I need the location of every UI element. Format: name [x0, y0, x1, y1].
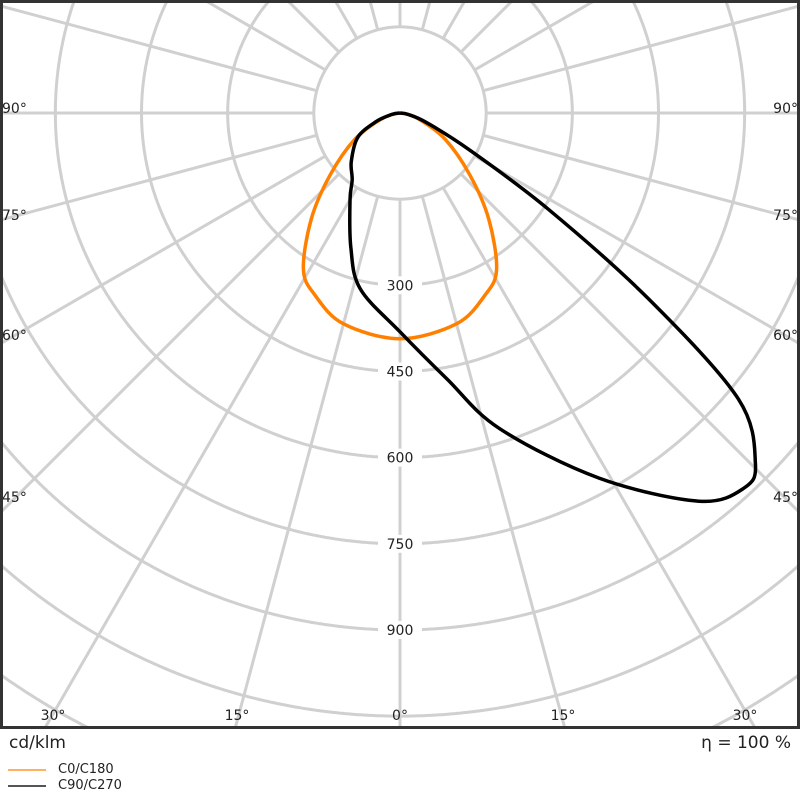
- grid-circle: [0, 273, 800, 546]
- grid-spoke: [203, 0, 327, 72]
- grid-spoke: [473, 0, 597, 72]
- legend-swatch: [8, 769, 46, 771]
- grid-spoke: [441, 0, 467, 40]
- grid-circle: [0, 563, 800, 718]
- tick-label-bg: [378, 620, 422, 639]
- angle-label: 75°: [773, 208, 798, 224]
- grid-spoke: [482, 4, 800, 93]
- radial-tick-label: 300: [387, 278, 414, 294]
- grid-spoke: [0, 172, 341, 515]
- angle-label: 60°: [2, 328, 27, 344]
- angle-label: 0°: [392, 708, 408, 724]
- angle-label: 30°: [733, 708, 758, 724]
- grid-spoke: [285, 0, 341, 54]
- legend: C0/C180 C90/C270: [8, 762, 122, 794]
- angle-label: 15°: [551, 708, 576, 724]
- grid-spoke: [473, 154, 800, 346]
- radial-tick-label: 450: [387, 364, 414, 380]
- angle-label: 45°: [2, 490, 27, 506]
- grid-spoke: [420, 0, 432, 31]
- grid-spoke: [233, 195, 380, 729]
- tick-label-bg: [378, 362, 422, 381]
- grid: [0, 0, 800, 729]
- efficiency-label: η = 100 %: [701, 733, 791, 753]
- angle-label: 90°: [2, 101, 27, 117]
- angle-label: 75°: [2, 208, 27, 224]
- radial-tick-label: 900: [387, 623, 414, 639]
- axis-labels: 300 450 600 750 900 30° 15° 0° 15° 30° 90° 75° 60° 45…: [2, 101, 798, 724]
- grid-spoke: [482, 133, 800, 222]
- unit-label: cd/klm: [9, 733, 66, 753]
- series-curve-c90-c270: [347, 111, 758, 504]
- grid-circle: [0, 440, 800, 632]
- angle-label: 60°: [773, 328, 798, 344]
- radial-tick-label: 600: [387, 451, 414, 467]
- legend-item-c90: C90/C270: [8, 778, 122, 794]
- grid-spoke: [0, 133, 318, 222]
- angle-label: 30°: [41, 708, 66, 724]
- angle-label: 15°: [225, 708, 250, 724]
- legend-label: C0/C180: [58, 762, 114, 777]
- tick-label-bg: [378, 276, 422, 295]
- grid-spoke: [459, 172, 800, 515]
- grid-spoke: [0, 154, 327, 346]
- grid-circle: [53, 0, 747, 460]
- tick-label-bg: [378, 534, 422, 553]
- legend-swatch: [8, 785, 46, 787]
- radial-tick-label: 750: [387, 537, 414, 553]
- legend-label: C90/C270: [58, 778, 122, 793]
- grid-circle: [1, 674, 799, 729]
- grid-spoke: [420, 195, 567, 729]
- grid-circle: [226, 0, 574, 287]
- curves: [301, 111, 758, 504]
- tick-label-bg: [378, 448, 422, 467]
- legend-item-c0: C0/C180: [8, 762, 122, 778]
- grid-spoke: [333, 0, 359, 40]
- polar-diagram: 300 450 600 750 900 30° 15° 0° 15° 30° 90° 75° 60° 45…: [0, 0, 800, 729]
- angle-label: 90°: [773, 101, 798, 117]
- grid-spoke: [368, 0, 380, 31]
- grid-spoke: [0, 4, 318, 93]
- grid-spoke: [459, 0, 515, 54]
- frame: [0, 0, 800, 729]
- angle-label: 45°: [773, 490, 798, 506]
- grid-circle: [140, 0, 660, 373]
